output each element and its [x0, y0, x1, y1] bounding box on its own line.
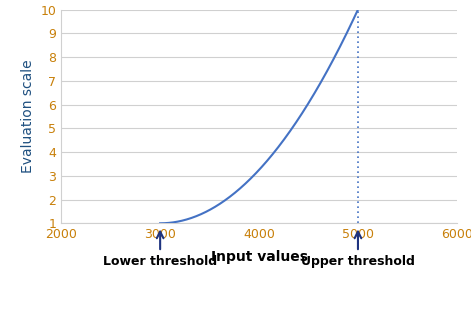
- Y-axis label: Evaluation scale: Evaluation scale: [21, 60, 35, 173]
- Text: Upper threshold: Upper threshold: [301, 255, 415, 268]
- Text: Input values: Input values: [211, 250, 308, 264]
- Text: Lower threshold: Lower threshold: [103, 255, 217, 268]
